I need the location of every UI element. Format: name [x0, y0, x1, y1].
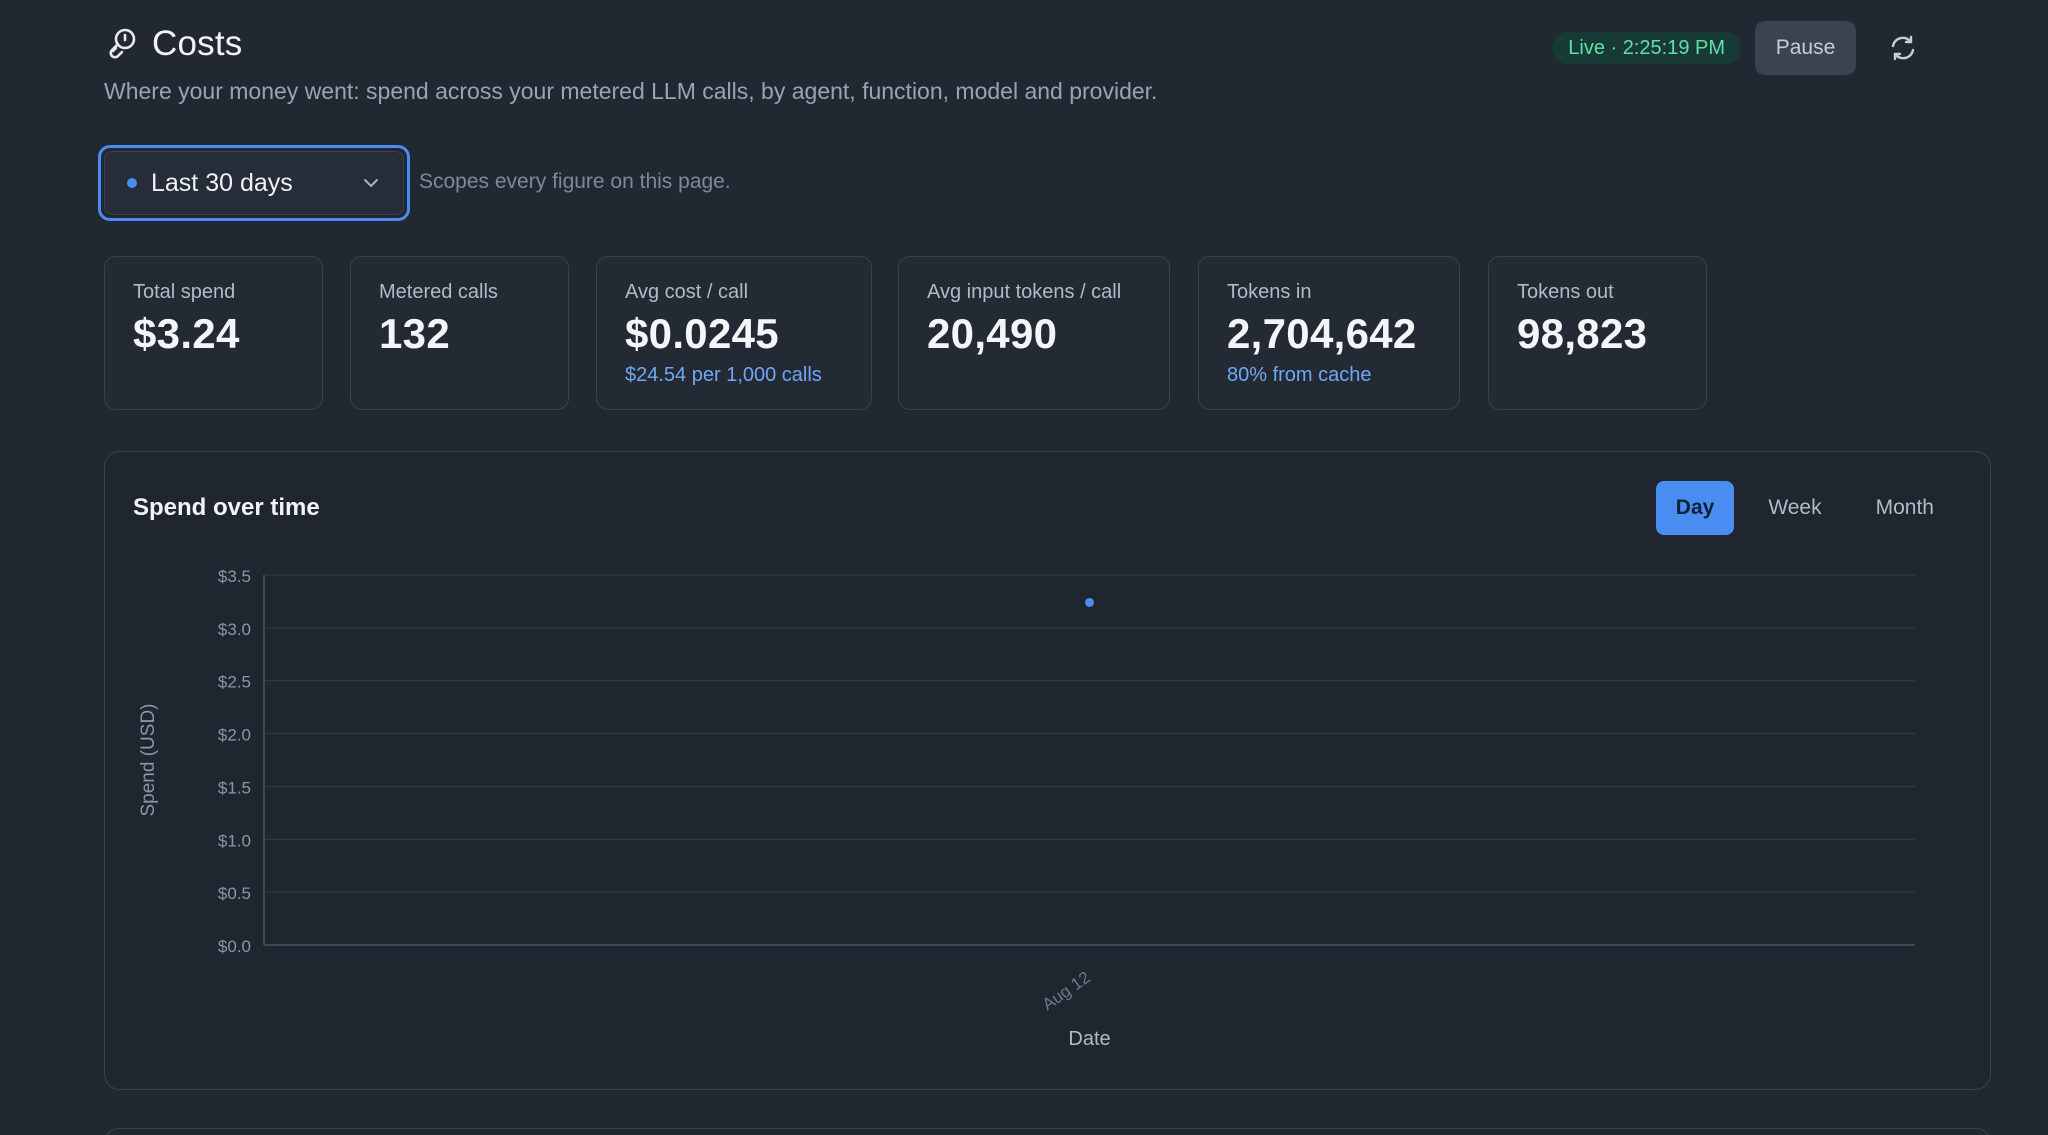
header-actions: Live · 2:25:19 PM Pause: [1552, 21, 1926, 75]
stat-value: 98,823: [1517, 310, 1648, 357]
date-range-value: Last 30 days: [151, 168, 293, 197]
stat-card-tokens-in: Tokens in 2,704,642 80% from cache: [1198, 256, 1460, 410]
granularity-day-button[interactable]: Day: [1655, 481, 1735, 535]
y-tick-label: $2.5: [218, 673, 251, 692]
date-range-select[interactable]: Last 30 days: [104, 151, 404, 215]
coin-link-icon: [109, 28, 136, 59]
stat-value: 2,704,642: [1227, 310, 1417, 357]
range-indicator-dot: [127, 178, 137, 188]
x-tick-label: Aug 12: [1039, 968, 1094, 1014]
stat-label: Tokens out: [1517, 281, 1614, 303]
panel-title: Spend over time: [133, 494, 320, 521]
stat-value: 132: [379, 310, 450, 357]
y-axis-title: Spend (USD): [138, 704, 159, 817]
y-tick-label: $0.5: [218, 884, 251, 903]
x-axis-title: Date: [1068, 1028, 1110, 1050]
stat-card-avg-cost: Avg cost / call $0.0245 $24.54 per 1,000…: [596, 256, 872, 410]
pause-button[interactable]: Pause: [1755, 21, 1856, 75]
y-tick-label: $0.0: [218, 937, 251, 956]
y-tick-label: $3.5: [218, 567, 251, 586]
data-point: [1085, 597, 1094, 607]
y-tick-label: $1.0: [218, 831, 251, 850]
stat-label: Metered calls: [379, 281, 498, 303]
stat-label: Total spend: [133, 281, 236, 303]
stat-subtext: $24.54 per 1,000 calls: [625, 364, 822, 386]
granularity-week-button[interactable]: Week: [1768, 496, 1822, 519]
next-panel-edge: [104, 1128, 1991, 1135]
y-tick-label: $2.0: [218, 726, 251, 745]
page-subtitle: Where your money went: spend across your…: [104, 78, 1158, 104]
granularity-toggle: Day Week Month: [1655, 481, 1954, 535]
granularity-month-button[interactable]: Month: [1875, 496, 1934, 519]
date-range-hint: Scopes every figure on this page.: [419, 170, 731, 193]
page-header: Costs: [104, 24, 242, 64]
y-tick-label: $3.0: [218, 620, 251, 639]
stat-card-tokens-out: Tokens out 98,823: [1488, 256, 1707, 410]
stat-card-avg-input-tokens: Avg input tokens / call 20,490: [898, 256, 1170, 410]
live-status-badge: Live · 2:25:19 PM: [1552, 32, 1741, 64]
refresh-icon: [1891, 35, 1915, 61]
date-range-dropdown[interactable]: Last 30 days: [98, 145, 410, 221]
y-tick-label: $1.5: [218, 778, 251, 797]
stat-subtext: 80% from cache: [1227, 364, 1372, 386]
stat-label: Tokens in: [1227, 281, 1312, 303]
stat-value: $3.24: [133, 310, 240, 357]
stat-card-total-spend: Total spend $3.24: [104, 256, 323, 410]
stat-label: Avg cost / call: [625, 281, 749, 303]
stat-label: Avg input tokens / call: [927, 281, 1122, 303]
stat-value: $0.0245: [625, 310, 779, 357]
stat-value: 20,490: [927, 310, 1058, 357]
spend-chart: $0.0 $0.5 $1.0 $1.5 $2.0 $2.5 $3.0 $3.5 Aug 12 Da…: [138, 567, 1915, 1050]
page-title: Costs: [152, 24, 243, 63]
spend-over-time-panel: Spend over time Day Week Month $0.0 $0.5 $…: [104, 451, 1991, 1090]
refresh-button[interactable]: [1880, 25, 1926, 71]
stat-card-metered-calls: Metered calls 132: [350, 256, 569, 410]
chevron-down-icon: [364, 179, 378, 187]
